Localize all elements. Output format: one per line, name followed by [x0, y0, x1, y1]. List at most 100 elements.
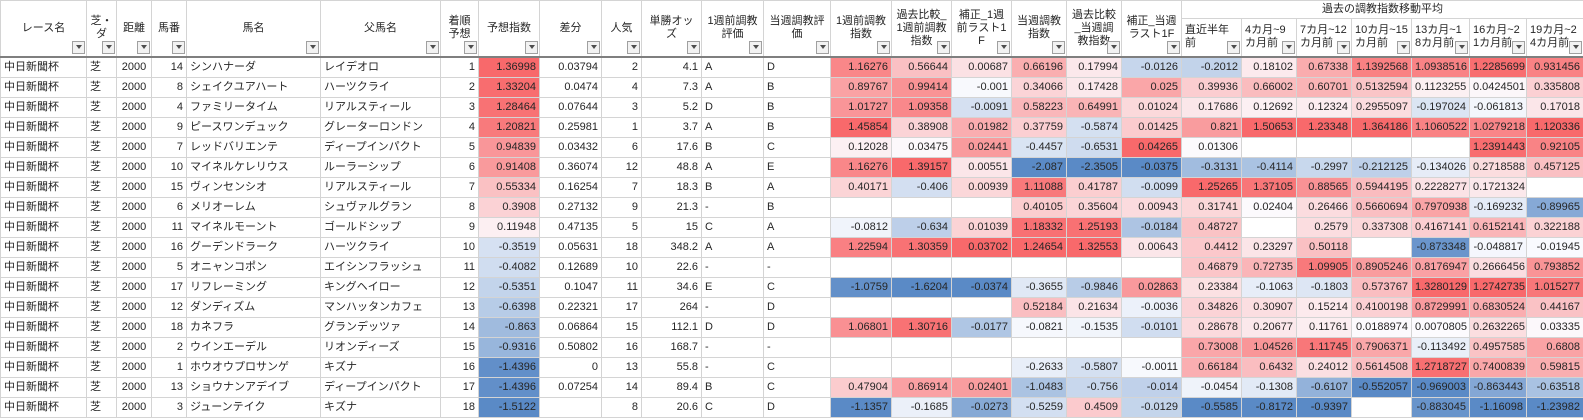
- cell-horse-number[interactable]: 17: [151, 277, 187, 298]
- cell-horse-name[interactable]: メリオーレム: [186, 197, 321, 218]
- cell-curweek-training-index[interactable]: 0.58223: [1011, 97, 1067, 118]
- cell-race-name[interactable]: 中日新聞杯: [0, 137, 87, 158]
- cell-predicted-finish[interactable]: 11: [440, 257, 479, 278]
- cell-curweek-training-index[interactable]: 1.11088: [1011, 177, 1067, 198]
- cell-week1-training-index[interactable]: 1.16276: [830, 157, 892, 178]
- cell-horse-number[interactable]: 18: [151, 317, 187, 338]
- cell-horse-name[interactable]: レッドバリエンテ: [186, 137, 321, 158]
- cell-difference[interactable]: 0.50802: [539, 337, 602, 358]
- cell-months-10-15[interactable]: 0.573767: [1351, 277, 1412, 298]
- cell-distance[interactable]: 2000: [116, 157, 152, 178]
- cell-predicted-index[interactable]: -1.4396: [478, 357, 540, 378]
- cell-months-16-21[interactable]: 0.2666456: [1469, 257, 1527, 278]
- cell-months-10-15[interactable]: 0.0188974: [1351, 317, 1412, 338]
- cell-correction-week1-last1f[interactable]: 0.00939: [951, 177, 1012, 198]
- cell-win-odds[interactable]: 48.8: [641, 157, 702, 178]
- cell-months-10-15[interactable]: [1351, 237, 1412, 258]
- cell-predicted-index[interactable]: -1.5122: [478, 397, 540, 418]
- cell-recent-half-year[interactable]: 0.34826: [1181, 297, 1242, 318]
- filter-button[interactable]: [1282, 40, 1295, 54]
- cell-race-name[interactable]: 中日新聞杯: [0, 197, 87, 218]
- cell-past-compare-week1-index[interactable]: -1.6204: [891, 277, 952, 298]
- cell-curweek-training-index[interactable]: [1011, 257, 1067, 278]
- cell-race-name[interactable]: 中日新聞杯: [0, 97, 87, 118]
- column-header-predicted-index[interactable]: 予想指数: [478, 0, 540, 58]
- cell-horse-number[interactable]: 3: [151, 397, 187, 418]
- cell-months-10-15[interactable]: 0.5944195: [1351, 177, 1412, 198]
- cell-past-compare-week1-index[interactable]: 1.09358: [891, 97, 952, 118]
- cell-week1-training-index[interactable]: -0.0812: [830, 217, 892, 238]
- cell-predicted-finish[interactable]: 13: [440, 297, 479, 318]
- cell-months-4-9[interactable]: 1.04526: [1241, 337, 1297, 358]
- cell-win-odds[interactable]: 18.3: [641, 177, 702, 198]
- filter-button[interactable]: [525, 40, 538, 54]
- cell-predicted-finish[interactable]: 12: [440, 277, 479, 298]
- cell-horse-number[interactable]: 13: [151, 377, 187, 398]
- cell-distance[interactable]: 2000: [116, 277, 152, 298]
- column-header-difference[interactable]: 差分: [539, 0, 602, 58]
- cell-past-compare-curweek-index[interactable]: 0.21634: [1066, 297, 1122, 318]
- cell-difference[interactable]: 0.07254: [539, 377, 602, 398]
- cell-difference[interactable]: 0.07644: [539, 97, 602, 118]
- column-header-horse-name[interactable]: 馬名: [186, 0, 321, 58]
- cell-months-7-12[interactable]: -0.1803: [1296, 277, 1352, 298]
- cell-past-compare-curweek-index[interactable]: [1066, 257, 1122, 278]
- cell-week1-training-eval[interactable]: C: [701, 217, 764, 238]
- cell-curweek-training-index[interactable]: 0.37759: [1011, 117, 1067, 138]
- cell-horse-number[interactable]: 10: [151, 157, 187, 178]
- filter-button[interactable]: [1569, 40, 1583, 54]
- cell-sire-name[interactable]: ディープインパクト: [320, 377, 441, 398]
- cell-recent-half-year[interactable]: 0.28678: [1181, 317, 1242, 338]
- cell-correction-curweek-last1f[interactable]: -0.014: [1121, 377, 1182, 398]
- cell-predicted-finish[interactable]: 9: [440, 217, 479, 238]
- cell-week1-training-index[interactable]: 1.22594: [830, 237, 892, 258]
- cell-correction-curweek-last1f[interactable]: 0.01425: [1121, 117, 1182, 138]
- cell-week1-training-index[interactable]: 1.45854: [830, 117, 892, 138]
- cell-months-19-24[interactable]: 0.6808: [1526, 337, 1583, 358]
- cell-months-13-18[interactable]: 0.2228277: [1411, 177, 1470, 198]
- cell-correction-curweek-last1f[interactable]: -0.0036: [1121, 297, 1182, 318]
- cell-correction-week1-last1f[interactable]: [951, 257, 1012, 278]
- cell-race-name[interactable]: 中日新聞杯: [0, 237, 87, 258]
- column-header-months-16-21[interactable]: 16カ月~21カ月前: [1469, 18, 1527, 58]
- cell-curweek-training-eval[interactable]: B: [763, 197, 831, 218]
- cell-curweek-training-eval[interactable]: -: [763, 337, 831, 358]
- cell-correction-curweek-last1f[interactable]: 0.01024: [1121, 97, 1182, 118]
- cell-past-compare-curweek-index[interactable]: 0.4509: [1066, 397, 1122, 418]
- cell-curweek-training-eval[interactable]: D: [763, 397, 831, 418]
- cell-surface[interactable]: 芝: [86, 237, 117, 258]
- cell-sire-name[interactable]: シュヴァルグラン: [320, 197, 441, 218]
- filter-button[interactable]: [1455, 40, 1468, 54]
- cell-horse-name[interactable]: シンハナーダ: [186, 56, 321, 78]
- cell-week1-training-eval[interactable]: B: [701, 137, 764, 158]
- cell-surface[interactable]: 芝: [86, 337, 117, 358]
- cell-months-7-12[interactable]: 0.12324: [1296, 97, 1352, 118]
- cell-months-4-9[interactable]: 0.20677: [1241, 317, 1297, 338]
- cell-months-13-18[interactable]: -0.134026: [1411, 157, 1470, 178]
- cell-predicted-index[interactable]: 0.3908: [478, 197, 540, 218]
- cell-correction-curweek-last1f[interactable]: [1121, 337, 1182, 358]
- cell-months-19-24[interactable]: 0.335808: [1526, 77, 1583, 98]
- cell-sire-name[interactable]: グレーターロンドン: [320, 117, 441, 138]
- cell-months-7-12[interactable]: 0.26466: [1296, 197, 1352, 218]
- cell-months-13-18[interactable]: 1.1060522: [1411, 117, 1470, 138]
- cell-popularity[interactable]: 16: [601, 337, 642, 358]
- cell-months-7-12[interactable]: 1.23348: [1296, 117, 1352, 138]
- cell-predicted-index[interactable]: -1.4396: [478, 377, 540, 398]
- cell-past-compare-curweek-index[interactable]: -0.6531: [1066, 137, 1122, 158]
- column-header-correction-curweek-last1f[interactable]: 補正_当週ラスト1F: [1121, 0, 1182, 58]
- cell-difference[interactable]: 0.0474: [539, 77, 602, 98]
- cell-week1-training-index[interactable]: 1.06801: [830, 317, 892, 338]
- cell-predicted-index[interactable]: 0.55334: [478, 177, 540, 198]
- cell-popularity[interactable]: 14: [601, 377, 642, 398]
- cell-months-7-12[interactable]: -0.9397: [1296, 397, 1352, 418]
- cell-past-compare-week1-index[interactable]: 1.39157: [891, 157, 952, 178]
- cell-months-7-12[interactable]: 0.15214: [1296, 297, 1352, 318]
- cell-difference[interactable]: 0.12689: [539, 257, 602, 278]
- cell-difference[interactable]: 0.22321: [539, 297, 602, 318]
- cell-week1-training-eval[interactable]: B: [701, 177, 764, 198]
- cell-curweek-training-index[interactable]: 0.34066: [1011, 77, 1067, 98]
- cell-correction-week1-last1f[interactable]: 0.01982: [951, 117, 1012, 138]
- cell-week1-training-eval[interactable]: -: [701, 257, 764, 278]
- cell-distance[interactable]: 2000: [116, 97, 152, 118]
